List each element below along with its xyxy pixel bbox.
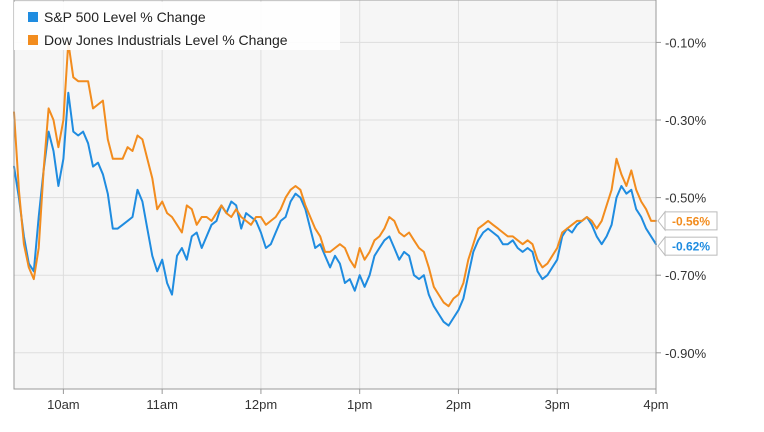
- x-tick-label: 12pm: [245, 397, 278, 412]
- end-label-box: [664, 211, 718, 231]
- end-label-sp500: -0.62%: [672, 240, 710, 254]
- x-tick-label: 11am: [146, 397, 178, 412]
- plot-border: [13, 0, 657, 390]
- end-label-box: [664, 236, 718, 256]
- gridlines: [14, 0, 656, 389]
- y-tick-label: -0.10%: [665, 35, 707, 50]
- y-tick-label: -0.90%: [665, 346, 707, 361]
- y-tick-label: -0.70%: [665, 268, 707, 283]
- legend: S&P 500 Level % Change Dow Jones Industr…: [14, 2, 340, 50]
- legend-label-dow: Dow Jones Industrials Level % Change: [44, 32, 288, 48]
- x-axis-ticks: 10am 11am 12pm 1pm 2pm 3pm 4pm: [47, 389, 669, 412]
- legend-background: [14, 2, 340, 50]
- series-lines: [13, 41, 657, 327]
- x-tick-label: 10am: [47, 397, 80, 412]
- x-tick-label: 1pm: [347, 397, 372, 412]
- series-line-sp500: [13, 91, 657, 327]
- y-tick-label: -0.30%: [665, 113, 707, 128]
- legend-label-sp500: S&P 500 Level % Change: [44, 9, 206, 25]
- end-labels: -0.62% -0.56%: [657, 210, 718, 257]
- y-tick-label: -0.50%: [665, 191, 707, 206]
- x-tick-label: 3pm: [545, 397, 570, 412]
- legend-swatch-sp500: [28, 12, 38, 22]
- plot-area: [14, 0, 656, 389]
- y-axis-ticks: -0.10% -0.30% -0.50% -0.70% -0.90%: [656, 35, 707, 361]
- legend-swatch-dow: [28, 35, 38, 45]
- end-label-dow: -0.56%: [672, 214, 710, 228]
- x-tick-label: 4pm: [643, 397, 668, 412]
- series-line-dow: [13, 41, 657, 308]
- x-tick-label: 2pm: [446, 397, 471, 412]
